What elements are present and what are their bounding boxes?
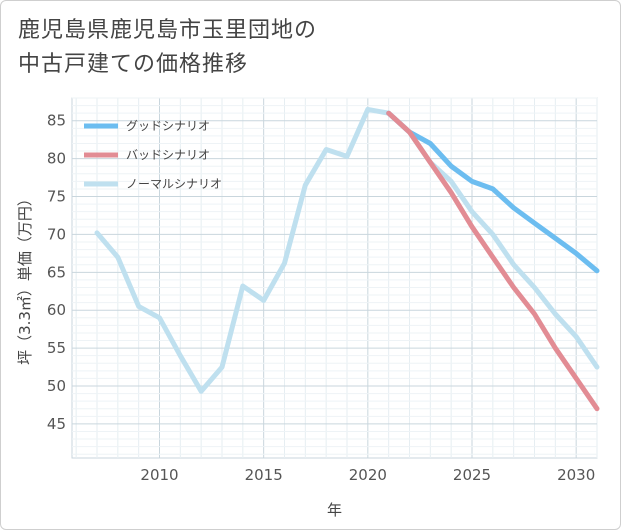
legend-label: グッドシナリオ <box>126 119 210 133</box>
y-tick-label: 55 <box>47 339 66 357</box>
grid <box>71 97 598 459</box>
series-line-1 <box>386 110 600 412</box>
y-tick-label: 80 <box>47 150 66 168</box>
title-line-2: 中古戸建ての価格推移 <box>18 52 249 77</box>
y-tick-label: 65 <box>47 263 66 281</box>
x-tick-label: 2025 <box>453 466 491 484</box>
title-line-1: 鹿児島県鹿児島市玉里団地の <box>18 18 318 43</box>
y-tick-label: 45 <box>47 415 66 433</box>
y-tick-label: 75 <box>47 188 66 206</box>
x-tick-label: 2015 <box>245 466 283 484</box>
x-tick-label: 2010 <box>140 466 178 484</box>
legend-label: ノーマルシナリオ <box>126 177 222 191</box>
y-axis-label: 坪（3.3㎡）単価（万円） <box>16 191 34 365</box>
y-tick-label: 50 <box>47 377 66 395</box>
x-tick-label: 2020 <box>349 466 387 484</box>
series-line-2 <box>94 106 600 394</box>
series-layer <box>94 106 600 412</box>
y-tick-label: 70 <box>47 225 66 243</box>
x-tick-label: 2030 <box>557 466 595 484</box>
legend-label: バッドシナリオ <box>126 148 210 162</box>
x-axis-label: 年 <box>327 501 342 519</box>
y-tick-label: 60 <box>47 301 66 319</box>
series-line-0 <box>386 110 600 274</box>
y-tick-label: 85 <box>47 112 66 130</box>
chart-title: 鹿児島県鹿児島市玉里団地の 中古戸建ての価格推移 <box>18 14 317 82</box>
tick-labels: 2010 2015 2020 2025 2030 45 50 55 60 65 70 75 80 85 <box>47 112 595 484</box>
